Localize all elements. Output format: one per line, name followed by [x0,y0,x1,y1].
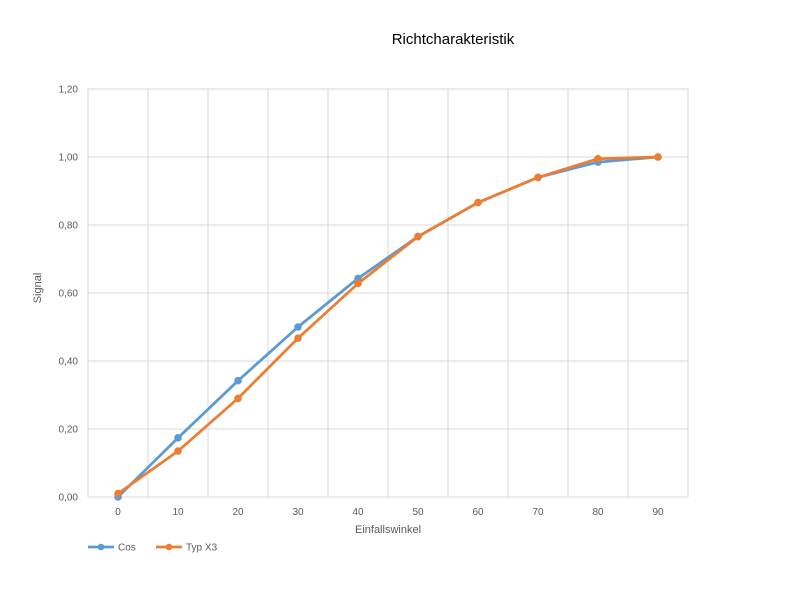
data-point [174,434,182,442]
y-tick-label: 0,00 [59,493,79,504]
data-point [414,232,422,241]
x-tick-label: 80 [592,507,604,518]
chart-title: Richtcharakteristik [392,31,515,48]
series-typ-x3 [114,153,662,498]
legend-marker-icon [97,543,105,551]
data-point [234,394,242,403]
tick-labels: 0,00 0,20 0,40 0,60 0,80 1,00 1,20 0 10 20 30 40 50 6… [59,85,664,519]
x-tick-label: 50 [412,507,424,518]
x-tick-label: 40 [352,507,364,518]
legend-marker-icon [165,543,173,551]
legend-item: Cos [88,543,136,554]
x-tick-label: 0 [115,507,121,518]
series-line [116,155,660,495]
data-point [114,489,122,498]
series-lines [114,153,662,501]
x-tick-label: 90 [652,507,664,518]
y-tick-label: 1,20 [59,85,79,96]
data-point [174,447,182,455]
data-point [594,154,602,163]
legend: Cos Typ X3 [88,543,218,554]
data-point [354,279,362,288]
data-point [294,323,302,331]
y-tick-label: 0,20 [59,425,79,436]
x-axis-label: Einfallswinkel [355,524,421,536]
x-tick-label: 60 [472,507,484,518]
y-tick-label: 0,40 [59,357,79,368]
data-point [294,334,302,343]
legend-label: Cos [118,543,136,554]
data-point [534,173,542,182]
gridlines [87,88,689,498]
y-tick-label: 1,00 [59,153,79,164]
legend-item: Typ X3 [156,543,218,554]
legend-label: Typ X3 [186,543,218,554]
data-point [234,376,242,385]
x-tick-label: 20 [232,507,244,518]
data-point [654,153,662,161]
y-tick-label: 0,80 [59,221,79,232]
y-axis-label: Signal [32,273,44,304]
x-tick-label: 10 [172,507,184,518]
x-tick-label: 70 [532,507,544,518]
series-line [116,155,660,499]
x-tick-label: 30 [292,507,304,518]
data-point [474,198,482,207]
y-tick-label: 0,60 [59,289,79,300]
